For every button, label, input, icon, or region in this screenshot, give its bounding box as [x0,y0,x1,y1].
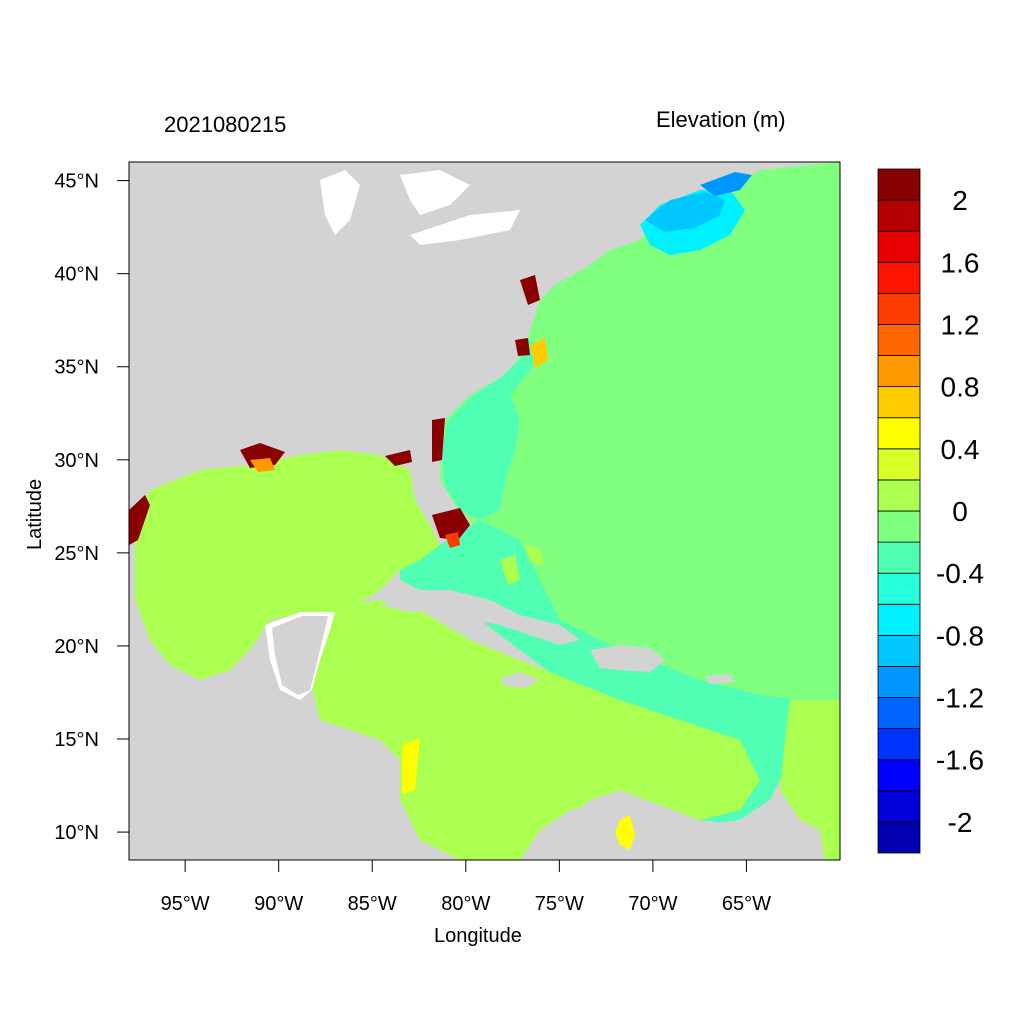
x-tick-label: 85°W [348,893,397,915]
colorbar-label: -1.2 [936,683,984,714]
surge-texas [129,495,150,545]
colorbar-swatch [877,759,921,792]
colorbar-swatch [877,292,921,325]
x-tick-label: 90°W [254,893,303,915]
south-america [540,790,825,860]
hispaniola [590,645,665,672]
jamaica [500,672,540,688]
surge-mid-atlantic [515,275,540,356]
colorbar-swatch [877,479,921,512]
surge-big-bend [385,450,412,466]
caribbean-sea [310,600,760,860]
colorbar-label: 1.6 [941,247,980,278]
colorbar-swatch [877,448,921,481]
colorbar-label: 2 [952,185,968,216]
surge-south-florida [432,508,470,540]
colorbar-label: 0.8 [941,372,980,403]
gulf-of-maine-core [645,192,725,232]
surge-louisiana-shelf [250,458,275,472]
lake-maracaibo [615,815,635,850]
colorbar-label: -1.6 [936,745,984,776]
colorbar-swatch [877,230,921,263]
cuba [380,590,580,645]
colorbar-swatch [877,821,921,854]
x-axis-ticks: 95°W 90°W 85°W 80°W 75°W 70°W 65°W [161,860,771,915]
y-tick-label: 40°N [54,264,99,286]
colorbar-swatch [877,634,921,667]
x-tick-label: 80°W [441,893,490,915]
nicaragua-coast [402,738,420,795]
colorbar-swatch [877,697,921,730]
colorbar-swatch [877,417,921,450]
colorbar-swatch [877,541,921,574]
map-title-date: 2021080215 [164,112,287,137]
colorbar-swatch [877,199,921,232]
lesser-antilles-sea [780,700,840,860]
y-tick-label: 30°N [54,450,99,472]
colorbar-label: -2 [948,807,973,838]
y-tick-label: 45°N [54,171,99,193]
colorbar-swatch [877,666,921,698]
colorbar-swatch [877,324,921,356]
colorbar: -2 -1.6 -1.2 -0.8 -0.4 0 0.4 0.8 1.2 1.6 2 [877,168,984,854]
x-axis-label: Longitude [434,925,522,947]
colorbar-label: -0.8 [936,620,984,651]
map-frame [128,161,841,861]
y-tick-label: 10°N [54,822,99,844]
pamlico-sound [530,338,548,368]
colorbar-swatch [877,510,921,543]
y-axis-label: Latitude [24,478,46,550]
y-tick-label: 25°N [54,543,99,565]
bay-of-fundy [700,172,752,196]
colorbar-label: 1.2 [941,309,980,340]
colorbar-swatch [877,572,921,605]
colorbar-swatch [877,355,921,388]
map-title-variable: Elevation (m) [656,107,786,132]
y-axis-ticks: 10°N 15°N 20°N 25°N 30°N 35°N 40°N 45°N [54,171,129,844]
map-area [129,162,840,860]
surge-south-florida-tip [445,532,460,548]
x-tick-label: 70°W [628,893,677,915]
colorbar-swatch [877,386,921,419]
atlantic-ocean [440,162,840,700]
x-tick-label: 65°W [722,893,771,915]
colorbar-swatch [877,728,921,761]
bahamas [500,545,545,585]
x-tick-label: 75°W [535,893,584,915]
yucatan-land [272,616,328,695]
colorbar-label: -0.4 [936,558,984,589]
y-tick-label: 15°N [54,729,99,751]
puerto-rico [705,674,735,684]
great-lakes [320,170,520,245]
colorbar-label: 0.4 [941,434,980,465]
colorbar-swatch [877,603,921,636]
colorbar-label: 0 [952,496,968,527]
gulf-of-mexico [135,450,440,680]
colorbar-swatch [877,168,921,201]
atlantic-shelf [442,340,545,520]
y-tick-label: 35°N [54,357,99,379]
surge-southeast-coast [432,418,445,462]
y-tick-label: 20°N [54,636,99,658]
colorbar-swatch [877,790,921,823]
central-america [129,720,440,860]
colorbar-swatch [877,261,921,294]
x-tick-label: 95°W [161,893,210,915]
